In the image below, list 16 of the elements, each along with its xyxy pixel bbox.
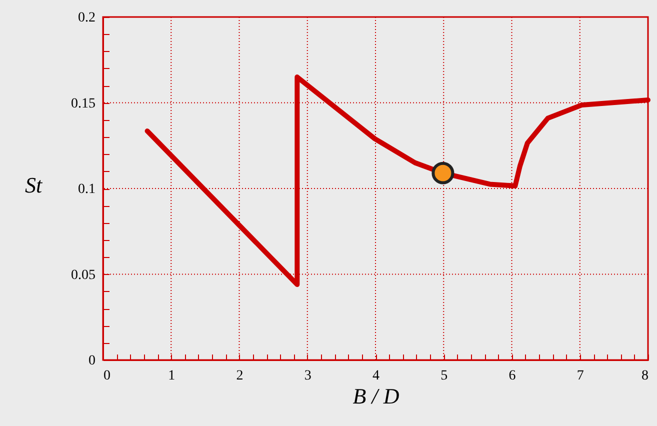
x-tick-label: 8 <box>642 368 648 384</box>
y-tick-label: 0.1 <box>78 182 96 197</box>
x-tick-label: 0 <box>104 368 110 384</box>
x-tick-label: 6 <box>508 368 516 384</box>
x-tick-label: 1 <box>168 368 176 384</box>
y-tick-label: 0.05 <box>71 268 96 283</box>
y-tick-label: 0.15 <box>71 96 96 112</box>
y-tick-label: 0 <box>88 354 96 368</box>
x-tick-label: 2 <box>236 368 244 384</box>
x-tick-label: 7 <box>576 368 584 384</box>
x-axis-title: B / D <box>352 384 400 408</box>
x-tick-label: 5 <box>440 368 448 384</box>
x-tick-label: 3 <box>304 368 312 384</box>
y-tick-label: 0.2 <box>78 10 96 26</box>
y-axis-title: St <box>24 172 43 198</box>
x-tick-label: 4 <box>372 368 380 384</box>
